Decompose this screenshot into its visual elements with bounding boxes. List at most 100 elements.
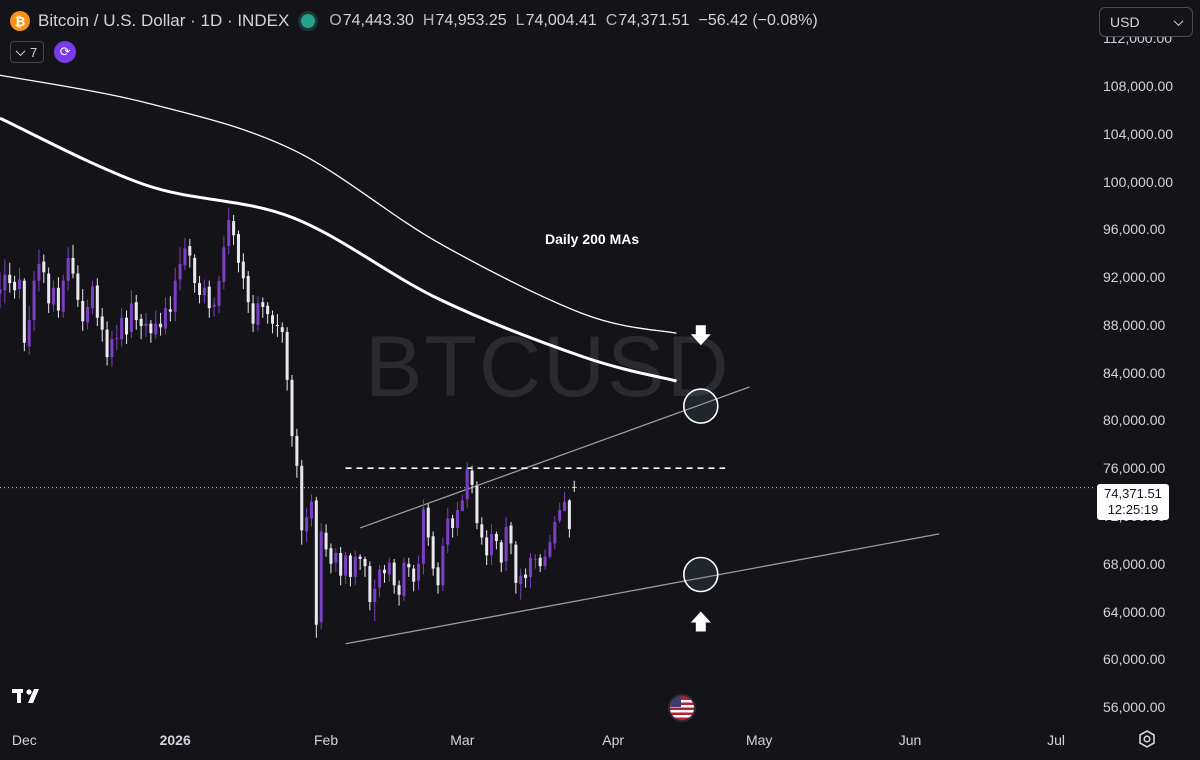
candle-body xyxy=(280,327,284,333)
candle xyxy=(56,277,60,318)
target-circle-marker xyxy=(682,556,719,593)
candle xyxy=(572,480,576,493)
candle-body xyxy=(105,329,109,358)
candle xyxy=(533,554,537,569)
candle-body xyxy=(348,555,352,577)
candle xyxy=(324,524,328,557)
candle-body xyxy=(387,562,391,575)
candle xyxy=(412,564,416,592)
candle-body xyxy=(217,280,221,306)
candle xyxy=(144,312,148,337)
candle xyxy=(241,253,245,290)
candle-body xyxy=(460,500,464,512)
candle xyxy=(266,302,270,324)
candle-body xyxy=(441,545,445,586)
time-tick-label: Apr xyxy=(602,732,625,748)
candle-body xyxy=(490,533,494,556)
candle-body xyxy=(334,553,338,563)
chart-plot-area[interactable]: BTCUSD Daily 200 MAs xyxy=(0,0,1095,725)
chevron-down-icon xyxy=(1173,15,1184,26)
candle xyxy=(139,314,143,340)
currency-select[interactable]: USD xyxy=(1099,7,1193,37)
candle-body xyxy=(61,280,65,312)
us-flag-event-icon[interactable] xyxy=(668,694,696,722)
candle-body xyxy=(125,317,129,335)
candle xyxy=(319,523,323,630)
candle-body xyxy=(543,556,547,567)
price-tick-label: 68,000.00 xyxy=(1103,555,1166,572)
candle xyxy=(538,554,542,573)
refresh-icon[interactable]: ⟳ xyxy=(54,41,77,63)
candle xyxy=(305,507,309,543)
candle-body xyxy=(188,246,192,256)
candle-body xyxy=(295,435,299,466)
indicators-collapse-button[interactable]: 7 xyxy=(10,41,45,63)
ohlc-close: C 74,371.51 xyxy=(605,12,690,29)
candle-body xyxy=(558,510,562,521)
candle xyxy=(275,314,279,337)
candle-body xyxy=(76,273,80,300)
candle-body xyxy=(485,537,489,556)
time-tick-label: 2026 xyxy=(159,732,191,748)
candle-body xyxy=(504,526,508,562)
candle xyxy=(446,507,450,554)
settings-gear-icon[interactable] xyxy=(1137,729,1157,754)
candle xyxy=(71,244,75,279)
candle-body xyxy=(514,544,518,583)
candle-body xyxy=(314,500,318,625)
tradingview-logo-icon[interactable] xyxy=(12,686,48,711)
candle xyxy=(42,254,46,284)
candle xyxy=(246,271,250,313)
time-axis[interactable]: Dec 2026 Feb Mar Apr May Jun Jul xyxy=(0,725,1095,760)
candle xyxy=(154,310,158,340)
candle-body xyxy=(378,569,382,588)
candle-body xyxy=(421,508,425,564)
candle xyxy=(514,541,518,594)
candle xyxy=(339,547,343,586)
candle xyxy=(271,310,275,334)
price-tick-label: 100,000.00 xyxy=(1103,173,1174,190)
candle-body xyxy=(499,542,503,563)
candle-body xyxy=(494,533,498,542)
candle xyxy=(392,558,396,594)
moving-average-line-2 xyxy=(0,116,677,383)
candle xyxy=(475,481,479,530)
candle-body xyxy=(524,574,528,579)
candle xyxy=(22,278,26,352)
candle-body xyxy=(241,261,245,279)
symbol-title[interactable]: Bitcoin / U.S. Dollar · 1D · INDEX xyxy=(38,11,290,30)
candle xyxy=(509,521,513,555)
candle xyxy=(504,517,508,571)
candle xyxy=(27,305,31,355)
candle xyxy=(280,322,284,343)
candle xyxy=(465,462,469,508)
candle xyxy=(451,514,455,538)
candle xyxy=(168,296,172,322)
candle-body xyxy=(115,338,119,340)
candle-body xyxy=(533,558,537,560)
candle-body xyxy=(173,280,177,312)
candle xyxy=(348,553,352,587)
candle xyxy=(397,580,401,606)
symbol-watermark: BTCUSD xyxy=(365,319,731,415)
candle-body xyxy=(71,257,75,274)
price-chart[interactable] xyxy=(0,0,1095,725)
candle-body xyxy=(154,323,158,335)
candle xyxy=(543,549,547,570)
candle-body xyxy=(37,263,41,281)
candle-body xyxy=(436,567,440,586)
candle-body xyxy=(32,280,36,321)
candle-body xyxy=(246,275,250,303)
trendline-2 xyxy=(345,533,940,645)
candle-body xyxy=(553,521,557,544)
candle-body xyxy=(207,286,211,309)
time-tick-label: Feb xyxy=(314,732,339,748)
candle xyxy=(129,290,133,339)
price-axis[interactable]: 112,000.00 108,000.00 104,000.00 100,000.00… xyxy=(1095,0,1200,760)
candle xyxy=(90,280,94,315)
candle xyxy=(0,272,2,309)
price-tick-label: 92,000.00 xyxy=(1103,269,1166,286)
candle xyxy=(426,504,430,546)
candle-body xyxy=(275,324,279,327)
candle xyxy=(563,492,567,512)
